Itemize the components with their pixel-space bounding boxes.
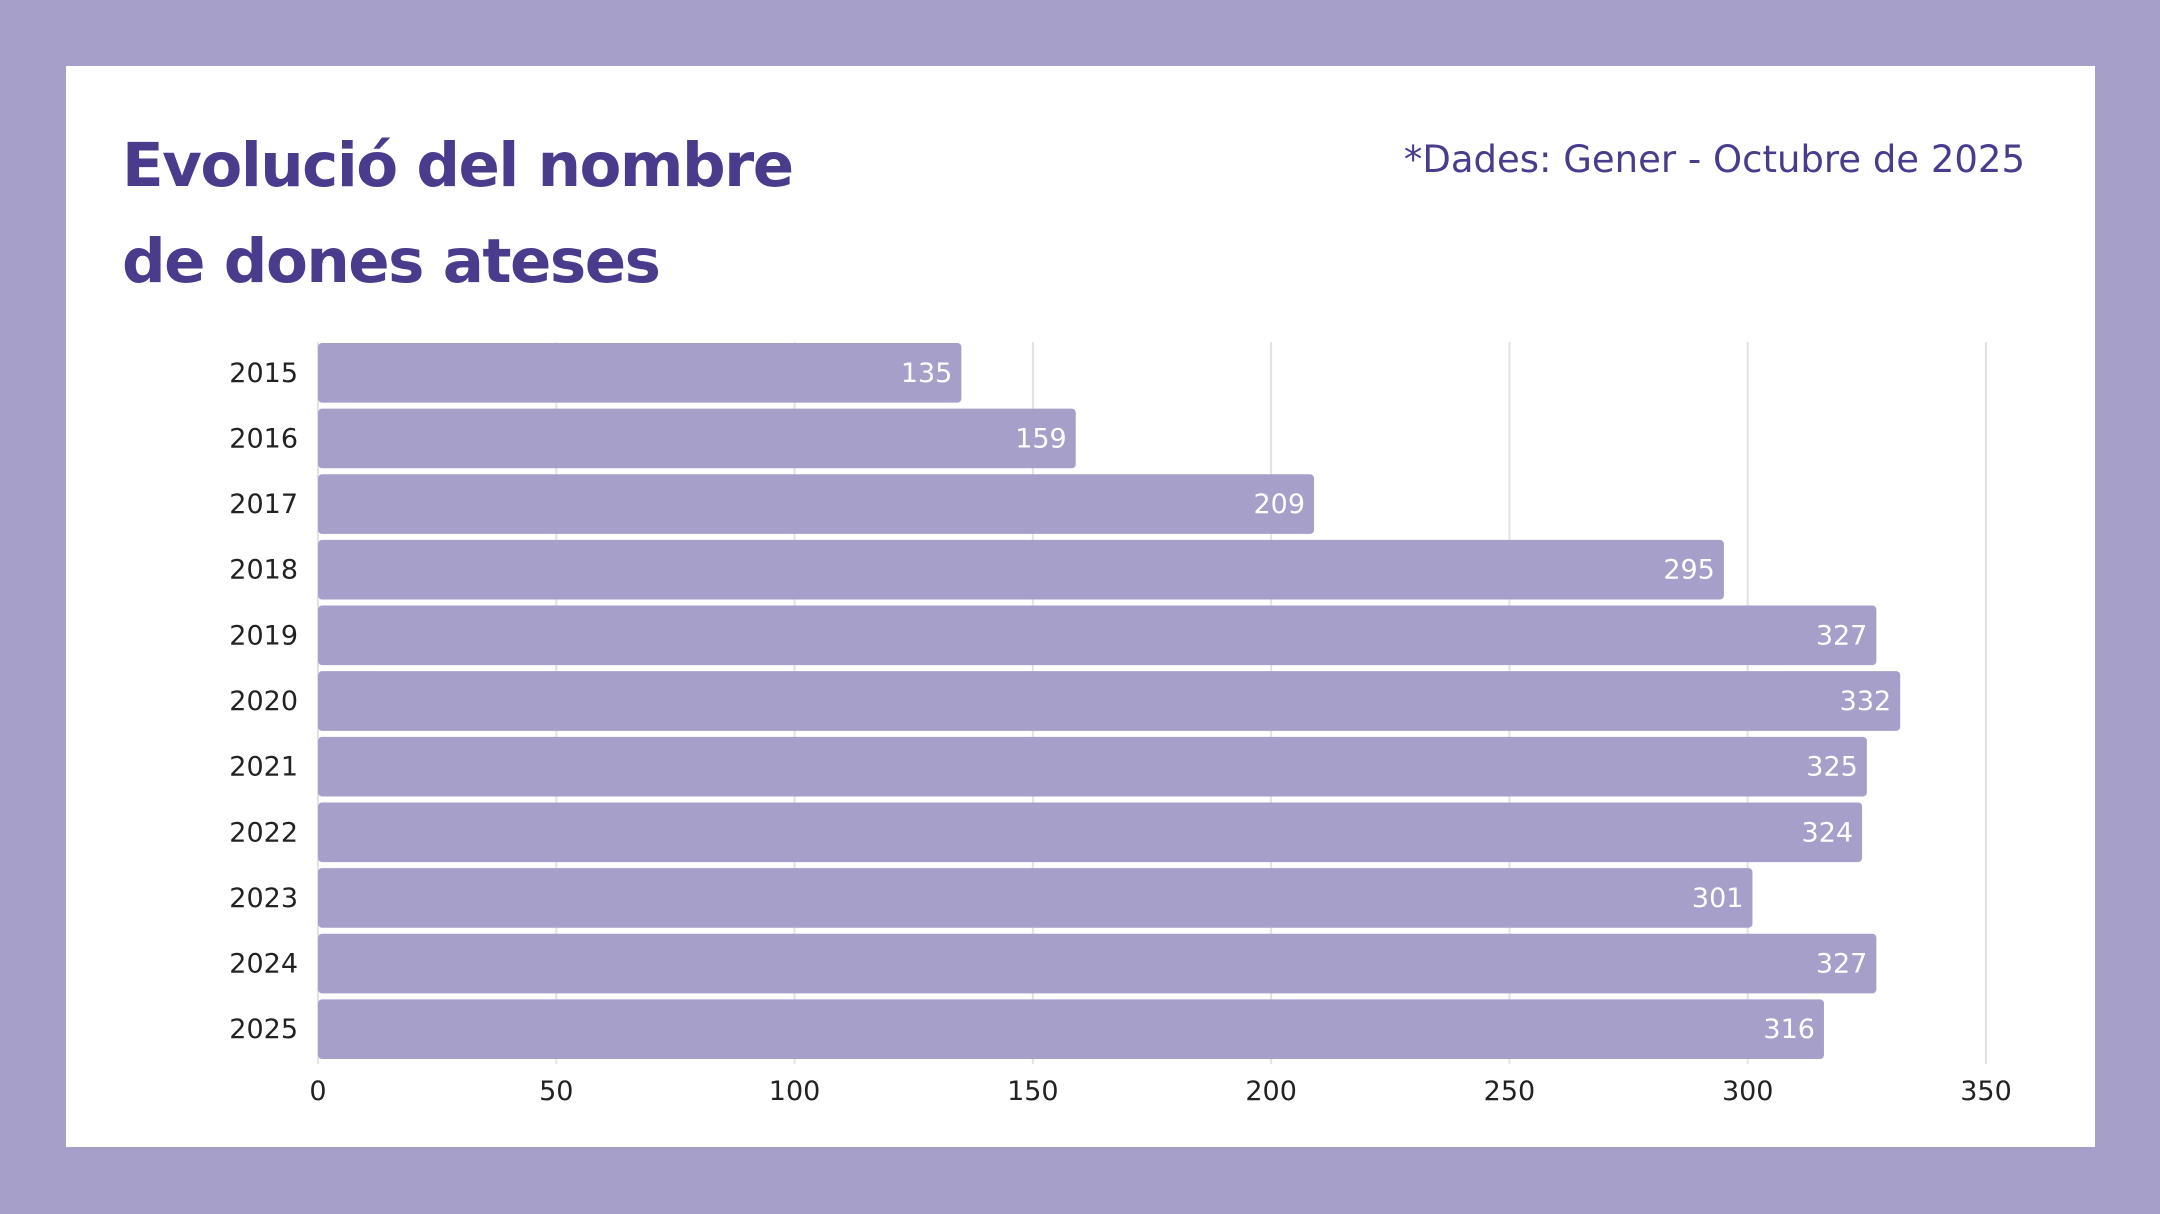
x-tick-label-100: 100 <box>769 1076 821 1107</box>
bar-2018[interactable] <box>318 539 1724 600</box>
chart-title-line-1: Evolució del nombre <box>122 130 794 201</box>
x-tick-label-250: 250 <box>1484 1076 1536 1107</box>
data-label-2019: 327 <box>1816 620 1868 651</box>
x-tick-label-350: 350 <box>1960 1076 2012 1107</box>
data-labels: 135 159 209 295 327 332 325 324 301 327 316 <box>901 358 1891 1045</box>
chart-title: Evolució del nombre de dones ateses <box>122 118 1022 310</box>
x-tick-label-150: 150 <box>1007 1076 1059 1107</box>
category-label-2023: 2023 <box>229 883 298 914</box>
category-label-2025: 2025 <box>229 1014 298 1045</box>
bar-2024[interactable] <box>318 933 1877 994</box>
category-label-2017: 2017 <box>229 489 298 520</box>
x-tick-label-50: 50 <box>539 1076 573 1107</box>
category-labels: 2015 2016 2017 2018 2019 2020 2021 2022 2023 2024… <box>229 358 298 1045</box>
data-label-2023: 301 <box>1692 883 1744 914</box>
category-label-2015: 2015 <box>229 358 298 389</box>
category-label-2022: 2022 <box>229 817 298 848</box>
chart-card: Evolució del nombre de dones ateses *Dad… <box>66 66 2095 1147</box>
bar-chart: 2015 2016 2017 2018 2019 2020 2021 2022 2023 2024… <box>229 342 2012 1107</box>
bar-2025[interactable] <box>318 999 1824 1059</box>
data-label-2021: 325 <box>1806 752 1858 783</box>
data-label-2016: 159 <box>1015 423 1067 454</box>
bar-2021[interactable] <box>318 736 1867 797</box>
data-period-note: *Dades: Gener - Octubre de 2025 <box>1403 138 2025 181</box>
bars <box>318 343 1901 1059</box>
category-label-2016: 2016 <box>229 423 298 454</box>
data-label-2025: 316 <box>1763 1014 1815 1045</box>
data-label-2020: 332 <box>1840 686 1892 717</box>
bar-2022[interactable] <box>318 802 1863 863</box>
bar-2019[interactable] <box>318 605 1877 666</box>
chart-title-line-2: de dones ateses <box>122 226 661 297</box>
category-label-2020: 2020 <box>229 686 298 717</box>
x-tick-label-300: 300 <box>1722 1076 1774 1107</box>
x-tick-label-0: 0 <box>309 1076 326 1107</box>
category-label-2021: 2021 <box>229 752 298 783</box>
x-axis-tick-labels: 0 50 100 150 200 250 300 350 <box>309 1076 2011 1107</box>
bar-2015[interactable] <box>318 343 962 403</box>
bar-2023[interactable] <box>318 868 1753 928</box>
category-label-2019: 2019 <box>229 620 298 651</box>
x-tick-label-200: 200 <box>1245 1076 1297 1107</box>
data-label-2024: 327 <box>1816 949 1868 980</box>
category-label-2024: 2024 <box>229 949 298 980</box>
bar-2017[interactable] <box>318 474 1315 534</box>
data-label-2015: 135 <box>901 358 953 389</box>
category-label-2018: 2018 <box>229 555 298 586</box>
data-label-2017: 209 <box>1253 489 1305 520</box>
data-label-2022: 324 <box>1802 817 1854 848</box>
bar-2020[interactable] <box>318 671 1901 731</box>
data-label-2018: 295 <box>1663 555 1715 586</box>
bar-2016[interactable] <box>318 408 1076 469</box>
